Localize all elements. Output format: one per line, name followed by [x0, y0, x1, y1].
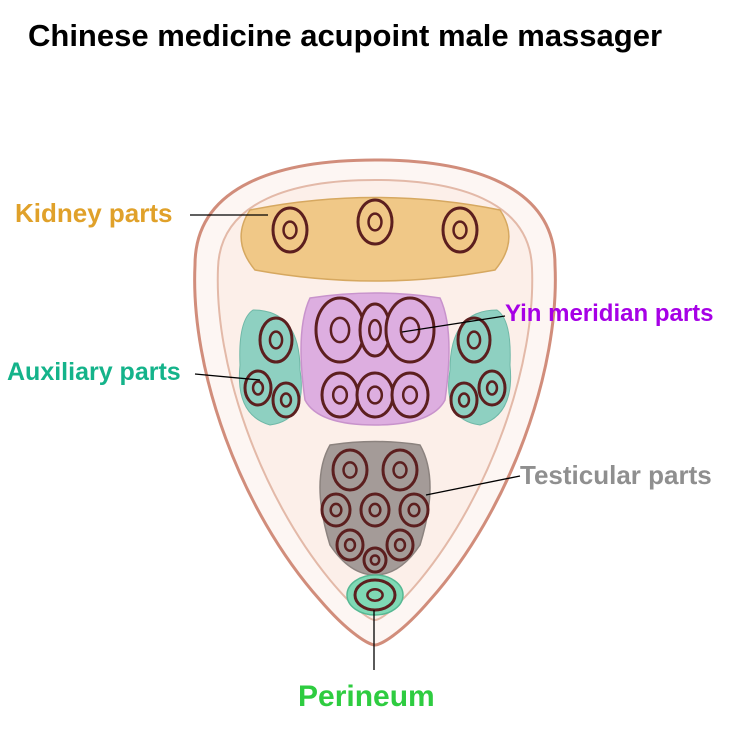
nub-kidney — [358, 200, 392, 244]
nub-aux_right — [458, 318, 490, 362]
label-perineum: Perineum — [298, 680, 435, 714]
nub-test — [361, 494, 389, 526]
nub-test — [400, 494, 428, 526]
label-aux: Auxiliary parts — [7, 358, 181, 387]
nub-kidney — [273, 208, 307, 252]
nub-yin_bottom — [322, 373, 358, 417]
nub-yin_top — [386, 298, 434, 362]
nub-yin_bottom — [357, 373, 393, 417]
nub-test — [337, 530, 363, 560]
nub-aux_left — [260, 318, 292, 362]
nub-aux_left — [273, 383, 299, 417]
label-yin: Yin meridian parts — [505, 300, 714, 328]
nub-test — [364, 548, 386, 572]
nub-aux_right — [479, 371, 505, 405]
nub-perineum — [355, 580, 395, 610]
nub-test — [383, 450, 417, 490]
diagram-canvas: Chinese medicine acupoint male massager … — [0, 0, 750, 732]
nub-yin_bottom — [392, 373, 428, 417]
nub-yin_top — [316, 298, 364, 362]
nub-aux_left — [245, 371, 271, 405]
nub-test — [333, 450, 367, 490]
nub-aux_right — [451, 383, 477, 417]
nub-test — [387, 530, 413, 560]
label-test: Testicular parts — [520, 460, 712, 491]
nub-kidney — [443, 208, 477, 252]
label-kidney: Kidney parts — [15, 198, 173, 229]
nub-test — [322, 494, 350, 526]
